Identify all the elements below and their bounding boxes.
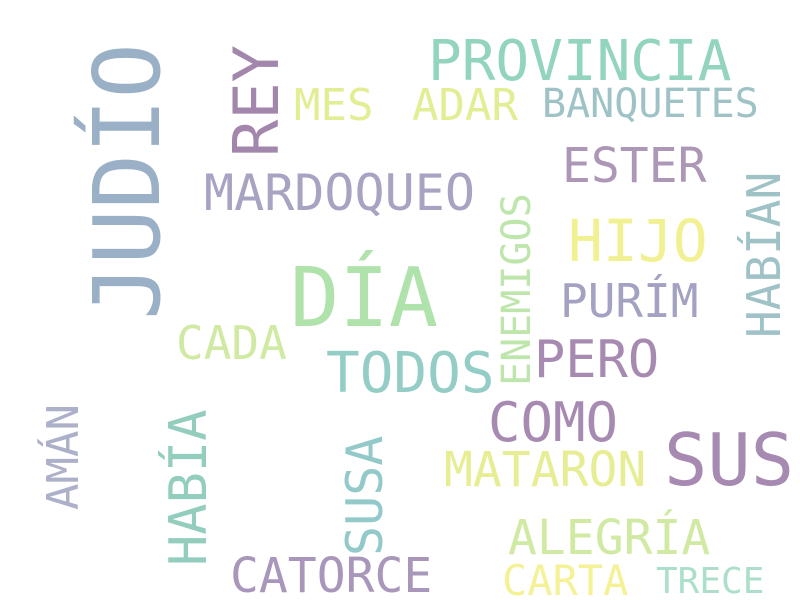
word-enemigos: ENEMIGOS (494, 193, 540, 386)
word-mes: MES (294, 80, 374, 131)
word-aman: AMÁN (38, 404, 89, 510)
word-banquetes: BANQUETES (542, 81, 759, 127)
word-mardoqueo: MARDOQUEO (204, 164, 475, 222)
word-carta: CARTA (502, 556, 629, 600)
word-habian: HABÍAN (737, 171, 791, 338)
word-purim: PURÍM (560, 274, 699, 328)
word-habia: HABÍA (159, 409, 219, 566)
word-trece: TRECE (656, 561, 765, 600)
word-alegria: ALEGRÍA (508, 510, 711, 566)
word-cada: CADA (176, 316, 287, 370)
word-rey: REY (220, 45, 293, 157)
word-todos: TODOS (326, 341, 495, 406)
word-dia: DÍA (290, 251, 439, 346)
word-como: COMO (488, 391, 619, 454)
word-judio: JUDÍO (74, 43, 181, 320)
word-provincia: PROVINCIA (428, 29, 732, 94)
word-hijo: HIJO (568, 207, 708, 275)
word-pero: PERO (534, 330, 660, 390)
word-ester: ESTER (562, 138, 707, 194)
word-sus: SUS (664, 418, 795, 502)
word-mataron: MATARON (444, 442, 647, 498)
word-susa: SUSA (336, 435, 394, 556)
word-adar: ADAR (412, 80, 518, 131)
word-catorce: CATORCE (230, 548, 433, 600)
